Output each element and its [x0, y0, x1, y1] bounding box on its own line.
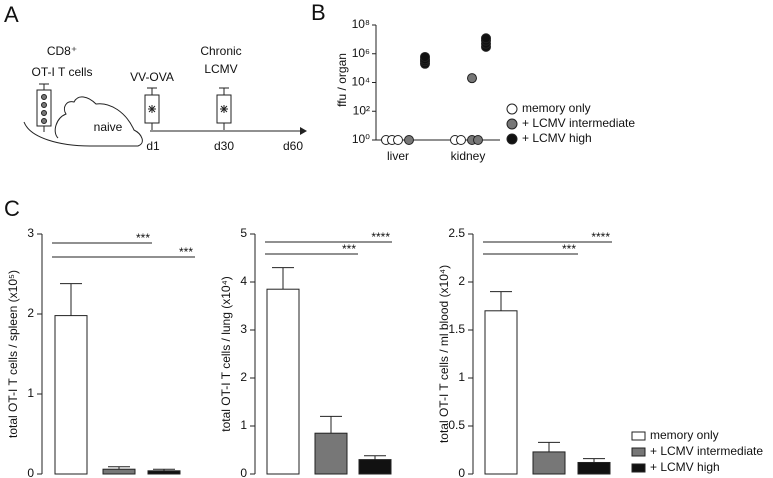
- legend-label: memory only: [522, 101, 591, 115]
- y-tick-label: 0: [458, 466, 465, 478]
- data-point: [473, 135, 483, 145]
- data-point: [456, 135, 466, 145]
- y-axis-label: total OT-I T cells / ml blood (x10⁴): [437, 265, 451, 443]
- bar: [147, 470, 181, 475]
- legend-swatch: [631, 447, 646, 457]
- infection-label: VV-OVA: [130, 70, 174, 84]
- y-tick-label: 2: [240, 370, 247, 384]
- y-tick-label: 1: [240, 418, 247, 432]
- y-tick-label: 10⁸: [352, 17, 370, 31]
- infection-label: LCMV: [204, 62, 237, 76]
- legend-label: memory only: [650, 428, 719, 442]
- data-point: [404, 135, 414, 145]
- significance-label: ****: [591, 230, 610, 244]
- legend-label: + LCMV intermediate: [650, 444, 763, 458]
- significance-label: ***: [179, 245, 193, 259]
- syringe: [36, 83, 52, 132]
- cells-label: OT-I T cells: [32, 65, 93, 79]
- timepoint: d30: [214, 139, 234, 153]
- y-axis-label: total OT-I T cells / lung (x10⁴): [219, 276, 233, 431]
- legend-marker: [506, 103, 518, 115]
- y-tick-label: 1.5: [448, 322, 465, 336]
- significance-label: ****: [371, 230, 390, 244]
- y-axis-label: total OT-I T cells / spleen (x10⁵): [6, 270, 20, 438]
- y-tick-label: 0: [27, 466, 34, 478]
- data-point: [467, 73, 477, 84]
- y-tick-label: 2.5: [448, 226, 465, 240]
- legend-swatch: [631, 431, 646, 441]
- bar: [532, 451, 566, 475]
- y-tick-label: 0.5: [448, 418, 465, 432]
- panel-label: C: [4, 196, 20, 221]
- y-axis-label: ffu / organ: [335, 53, 349, 107]
- legend-marker: [506, 118, 518, 130]
- bar: [484, 310, 518, 475]
- bar: [102, 468, 136, 475]
- timepoint: d1: [146, 139, 160, 153]
- legend-swatch: [631, 463, 646, 473]
- significance-label: ***: [342, 242, 356, 256]
- bar: [358, 459, 392, 475]
- bar: [577, 461, 611, 475]
- y-tick-label: 1: [27, 386, 34, 400]
- y-tick-label: 1: [458, 370, 465, 384]
- y-tick-label: 2: [458, 274, 465, 288]
- y-tick-label: 2: [27, 306, 34, 320]
- timeline-arrow: [300, 127, 307, 135]
- bar: [314, 432, 348, 475]
- y-tick-label: 10²: [353, 103, 370, 117]
- x-tick-label: liver: [387, 149, 409, 163]
- data-point: [420, 51, 430, 62]
- legend-label: + LCMV high: [522, 131, 592, 145]
- y-tick-label: 3: [27, 226, 34, 240]
- y-tick-label: 3: [240, 322, 247, 336]
- timepoint: d60: [283, 139, 303, 153]
- mouse: [23, 96, 143, 147]
- infection-label: Chronic: [200, 44, 241, 58]
- y-tick-label: 10⁰: [352, 132, 370, 146]
- bar: [54, 315, 88, 475]
- y-tick-label: 5: [240, 226, 247, 240]
- y-tick-label: 4: [240, 274, 247, 288]
- significance-label: ***: [562, 242, 576, 256]
- mouse-label: naive: [94, 120, 123, 134]
- cells-label: CD8⁺: [47, 44, 77, 58]
- panel-label: A: [4, 2, 19, 27]
- legend-marker: [506, 133, 518, 145]
- x-tick-label: kidney: [451, 149, 486, 163]
- significance-label: ***: [136, 231, 150, 245]
- data-point: [393, 135, 403, 145]
- syringe: [144, 87, 232, 130]
- y-tick-label: 0: [240, 466, 247, 478]
- panel-label: B: [311, 0, 326, 25]
- y-tick-label: 10⁴: [351, 75, 370, 89]
- legend-label: + LCMV high: [650, 460, 720, 474]
- y-tick-label: 10⁶: [352, 46, 370, 60]
- data-point: [481, 33, 491, 44]
- bar: [266, 288, 300, 475]
- legend-label: + LCMV intermediate: [522, 116, 635, 130]
